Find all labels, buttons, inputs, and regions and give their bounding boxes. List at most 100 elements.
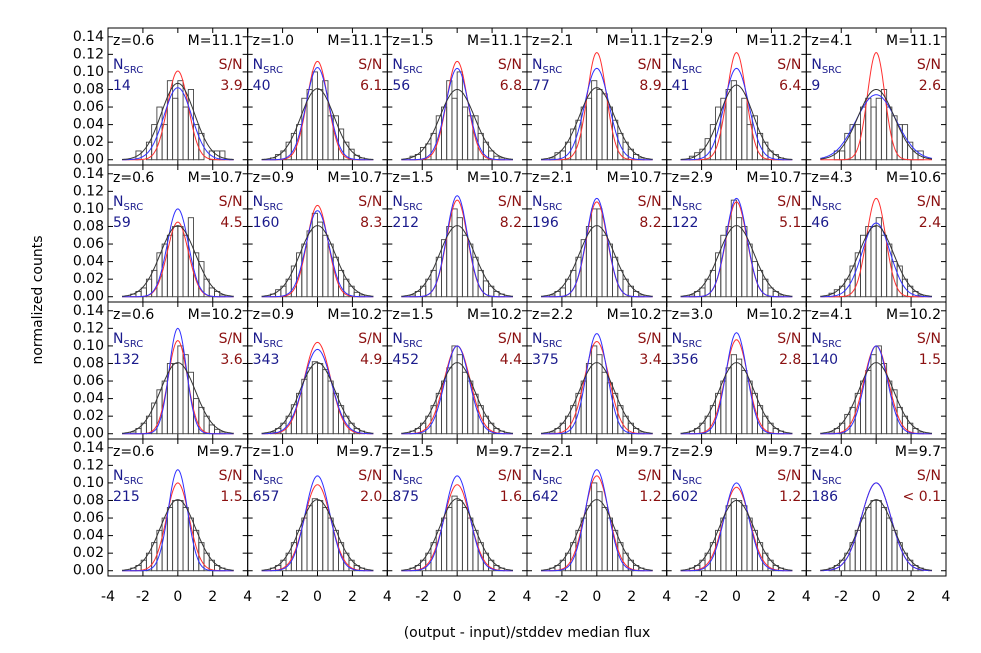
ratio-label: S/N: [777, 194, 801, 210]
y-tick-label: 0.04: [73, 528, 104, 544]
x-tick-label: 0: [173, 589, 182, 605]
y-tick-label: 0.14: [73, 29, 104, 45]
count-label-main: N: [392, 468, 402, 484]
ratio-label: S/N: [498, 331, 522, 347]
y-tick-label: 0.12: [73, 457, 104, 473]
ratio-label: S/N: [638, 468, 662, 484]
redshift-label: z=4.3: [811, 170, 852, 186]
ratio-label: S/N: [358, 57, 382, 73]
y-tick-label: 0.00: [73, 289, 104, 305]
count-label: NSRC: [811, 57, 841, 76]
redshift-label: z=1.5: [392, 444, 433, 460]
histogram-bin: [585, 97, 593, 161]
count-label: NSRC: [672, 194, 702, 213]
histogram-bin: [596, 491, 603, 572]
histogram-bin: [730, 354, 737, 435]
histogram-bin: [725, 367, 732, 435]
y-tick-label: 0.14: [73, 440, 104, 456]
x-tick-label: -2: [276, 589, 290, 605]
gaussian-curve: [540, 225, 653, 297]
gaussian-curve: [541, 333, 653, 435]
count-value: 215: [113, 489, 140, 505]
histogram-bin: [430, 269, 437, 298]
count-value: 186: [811, 489, 838, 505]
mass-label: M=10.7: [188, 170, 243, 186]
histogram-bin: [875, 500, 882, 572]
histogram-bin: [317, 89, 324, 161]
mass-label: M=9.7: [336, 444, 382, 460]
histogram-bin: [322, 369, 329, 435]
count-label-main: N: [811, 194, 821, 210]
redshift-label: z=1.0: [253, 444, 294, 460]
y-tick-label: 0.14: [73, 166, 104, 182]
histogram-bin: [472, 529, 479, 572]
ratio-value: 2.8: [779, 352, 801, 368]
mass-label: M=10.7: [467, 170, 522, 186]
histogram-bin: [570, 269, 577, 298]
histogram-bin: [430, 132, 437, 161]
x-tick-label: 0: [453, 589, 462, 605]
histogram-bin: [870, 106, 877, 161]
count-value: 77: [532, 78, 550, 94]
count-label-sub: SRC: [403, 476, 423, 487]
gaussian-curve: [261, 362, 374, 434]
count-label-sub: SRC: [822, 339, 842, 350]
count-label: NSRC: [113, 468, 143, 487]
x-tick-label: 2: [208, 589, 217, 605]
histogram-bin: [451, 208, 458, 298]
histogram-bin: [446, 226, 453, 298]
ratio-label: S/N: [219, 331, 243, 347]
histogram-bin: [601, 93, 608, 161]
y-tick-label: 0.02: [73, 545, 104, 561]
count-value: 212: [392, 215, 419, 231]
histogram-bin: [585, 363, 593, 435]
gaussian-curve: [541, 52, 653, 161]
histogram-bin: [757, 269, 764, 298]
y-axis-label: normalized counts: [30, 235, 46, 364]
ratio-value: < 0.1: [903, 489, 941, 505]
gaussian-curve: [820, 222, 932, 298]
ratio-value: 1.6: [500, 489, 522, 505]
count-label-main: N: [811, 57, 821, 73]
count-label-main: N: [113, 331, 123, 347]
histogram-bin: [177, 80, 184, 161]
gaussian-curve: [541, 67, 653, 161]
count-label-main: N: [392, 194, 402, 210]
ratio-label: S/N: [917, 194, 941, 210]
histogram-bin: [461, 371, 469, 435]
count-label: NSRC: [811, 331, 841, 350]
gaussian-curve: [261, 88, 374, 160]
histogram-bin: [575, 119, 582, 161]
count-value: 9: [811, 78, 820, 94]
histogram-bin: [177, 500, 184, 572]
gaussian-curve: [541, 469, 653, 572]
histogram-bin: [709, 269, 716, 298]
histogram-bin: [875, 97, 882, 161]
histogram-bin: [736, 217, 743, 298]
count-label-main: N: [672, 468, 682, 484]
x-tick-label: -2: [695, 589, 709, 605]
gaussian-curve: [121, 82, 234, 160]
x-tick-label: 4: [662, 589, 671, 605]
ratio-label: S/N: [219, 468, 243, 484]
histogram-bin: [166, 234, 174, 298]
x-tick-label: -2: [555, 589, 569, 605]
mass-label: M=11.1: [467, 33, 522, 49]
mass-label: M=11.1: [886, 33, 941, 49]
histogram-bin: [870, 354, 877, 435]
count-value: 657: [253, 489, 280, 505]
gaussian-curve: [820, 197, 932, 298]
count-label: NSRC: [392, 468, 422, 487]
y-tick-label: 0.08: [73, 355, 104, 371]
histogram-bin: [880, 234, 888, 298]
histogram-bin: [327, 380, 334, 435]
histogram-bin: [886, 517, 893, 572]
histogram-bin: [177, 226, 184, 298]
redshift-label: z=2.1: [532, 170, 573, 186]
gaussian-curve: [261, 210, 374, 298]
count-label: NSRC: [811, 194, 841, 213]
ratio-label: S/N: [498, 194, 522, 210]
y-tick-label: 0.08: [73, 492, 104, 508]
ratio-label: S/N: [358, 331, 382, 347]
histogram-bin: [591, 208, 598, 298]
